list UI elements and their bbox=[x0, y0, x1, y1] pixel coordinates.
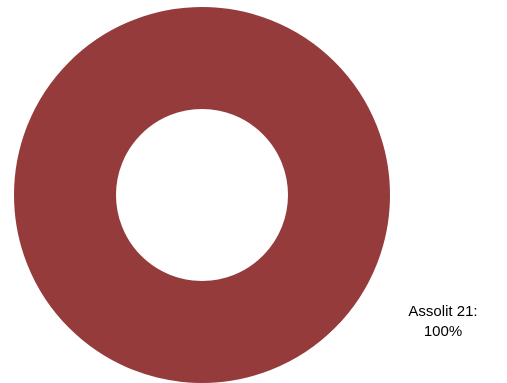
donut-slices bbox=[14, 7, 390, 383]
slice-data-label: Assolit 21: 100% bbox=[378, 302, 507, 342]
donut-slice-assolit-21 bbox=[14, 7, 390, 383]
slice-label-name: Assolit 21: bbox=[408, 303, 478, 320]
slice-label-value: 100% bbox=[423, 323, 463, 340]
